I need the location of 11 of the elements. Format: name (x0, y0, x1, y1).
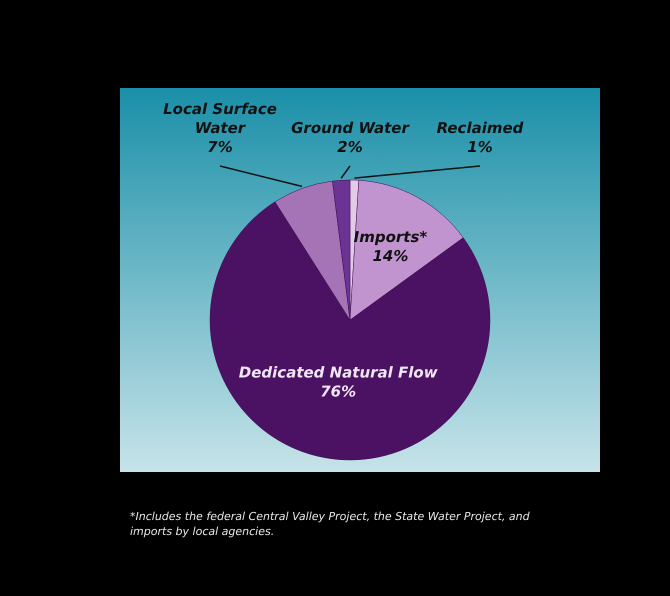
data-label: 2% (337, 138, 363, 156)
data-label: 7% (207, 138, 233, 156)
slice-label: Dedicated Natural Flow (238, 363, 438, 382)
data-label: 14% (372, 246, 408, 265)
data-label: 76% (320, 382, 356, 400)
text: *Includes the federal Central Valley Project, the State Water Project, and imports by local agencies. (130, 510, 531, 538)
data-label: 1% (467, 138, 493, 156)
slice-label: Ground Water (291, 119, 410, 137)
slice-label: Imports* (354, 228, 428, 246)
slice-label: Local Surface Water (163, 100, 277, 137)
slice-label: Reclaimed (436, 119, 524, 137)
